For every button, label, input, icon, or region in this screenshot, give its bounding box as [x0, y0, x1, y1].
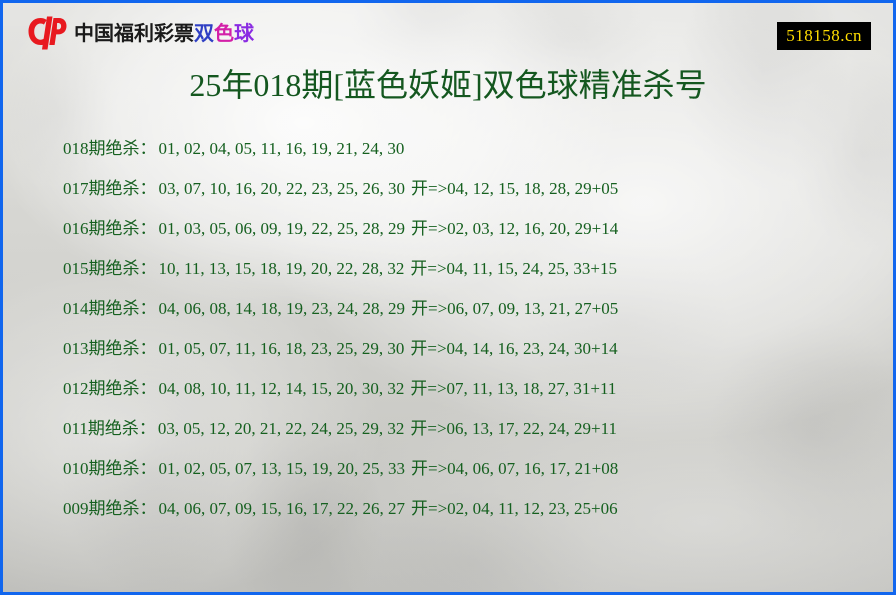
- logo-text-accent-3: 球: [234, 21, 254, 45]
- row-period-label: 016期绝杀：: [63, 219, 157, 238]
- row-period-label: 017期绝杀：: [63, 179, 157, 198]
- row-kill-numbers: 03, 07, 10, 16, 20, 22, 23, 25, 26, 30: [158, 179, 406, 198]
- row-draw-result: 开=>04, 11, 15, 24, 25, 33+15: [410, 259, 618, 278]
- site-logo[interactable]: 中国福利彩票双色球: [27, 15, 254, 51]
- page-title: 25年018期[蓝色妖姬]双色球精准杀号: [189, 67, 707, 103]
- row-kill-numbers: 04, 06, 07, 09, 15, 16, 17, 22, 26, 27: [158, 499, 406, 518]
- list-item: 014期绝杀： 04, 06, 08, 14, 18, 19, 23, 24, 2…: [63, 289, 873, 329]
- logo-text-accent-1: 双: [194, 21, 214, 45]
- list-item: 018期绝杀： 01, 02, 04, 05, 11, 16, 19, 21, 2…: [63, 129, 873, 169]
- row-period-label: 013期绝杀：: [63, 339, 157, 358]
- row-kill-numbers: 01, 03, 05, 06, 09, 19, 22, 25, 28, 29: [158, 219, 406, 238]
- background-haze: [3, 3, 893, 592]
- row-kill-numbers: 01, 05, 07, 11, 16, 18, 23, 25, 29, 30: [158, 339, 405, 358]
- row-draw-result: 开=>07, 11, 13, 18, 27, 31+11: [410, 379, 617, 398]
- row-kill-numbers: 01, 02, 04, 05, 11, 16, 19, 21, 24, 30: [158, 139, 405, 158]
- row-draw-result: 开=>06, 07, 09, 13, 21, 27+05: [411, 299, 619, 318]
- row-draw-result: 开=>02, 03, 12, 16, 20, 29+14: [411, 219, 619, 238]
- logo-text-accent-2: 色: [214, 21, 234, 45]
- list-item: 015期绝杀： 10, 11, 13, 15, 18, 19, 20, 22, 2…: [63, 249, 873, 289]
- row-period-label: 009期绝杀：: [63, 499, 157, 518]
- row-period-label: 010期绝杀：: [63, 459, 157, 478]
- list-item: 009期绝杀： 04, 06, 07, 09, 15, 16, 17, 22, 2…: [63, 489, 873, 529]
- row-draw-result: 开=>04, 12, 15, 18, 28, 29+05: [411, 179, 619, 198]
- row-draw-result: 开=>06, 13, 17, 22, 24, 29+11: [410, 419, 618, 438]
- row-period-label: 014期绝杀：: [63, 299, 157, 318]
- row-kill-numbers: 10, 11, 13, 15, 18, 19, 20, 22, 28, 32: [158, 259, 405, 278]
- china-welfare-lottery-emblem-icon: [28, 16, 67, 50]
- row-draw-result: 开=>04, 06, 07, 16, 17, 21+08: [411, 459, 619, 478]
- forecast-list: 018期绝杀： 01, 02, 04, 05, 11, 16, 19, 21, 2…: [63, 129, 873, 529]
- list-item: 011期绝杀： 03, 05, 12, 20, 21, 22, 24, 25, 2…: [63, 409, 873, 449]
- list-item: 016期绝杀： 01, 03, 05, 06, 09, 19, 22, 25, 2…: [63, 209, 873, 249]
- row-period-label: 018期绝杀：: [63, 139, 157, 158]
- list-item: 017期绝杀： 03, 07, 10, 16, 20, 22, 23, 25, 2…: [63, 169, 873, 209]
- row-period-label: 011期绝杀：: [63, 419, 156, 438]
- row-period-label: 012期绝杀：: [63, 379, 157, 398]
- row-kill-numbers: 04, 08, 10, 11, 12, 14, 15, 20, 30, 32: [158, 379, 405, 398]
- row-draw-result: 开=>02, 04, 11, 12, 23, 25+06: [411, 499, 618, 518]
- row-kill-numbers: 03, 05, 12, 20, 21, 22, 24, 25, 29, 32: [157, 419, 405, 438]
- list-item: 010期绝杀： 01, 02, 05, 07, 13, 15, 19, 20, 2…: [63, 449, 873, 489]
- background-veil: [3, 3, 893, 592]
- header-bar: 中国福利彩票双色球 518158.cn: [3, 3, 893, 61]
- list-item: 012期绝杀： 04, 08, 10, 11, 12, 14, 15, 20, 3…: [63, 369, 873, 409]
- logo-wordmark: 中国福利彩票双色球: [74, 23, 254, 43]
- row-kill-numbers: 01, 02, 05, 07, 13, 15, 19, 20, 25, 33: [158, 459, 406, 478]
- domain-badge[interactable]: 518158.cn: [777, 22, 871, 50]
- row-kill-numbers: 04, 06, 08, 14, 18, 19, 23, 24, 28, 29: [158, 299, 406, 318]
- list-item: 013期绝杀： 01, 05, 07, 11, 16, 18, 23, 25, 2…: [63, 329, 873, 369]
- logo-text-main: 中国福利彩票: [74, 21, 194, 45]
- row-draw-result: 开=>04, 14, 16, 23, 24, 30+14: [410, 339, 618, 358]
- row-period-label: 015期绝杀：: [63, 259, 157, 278]
